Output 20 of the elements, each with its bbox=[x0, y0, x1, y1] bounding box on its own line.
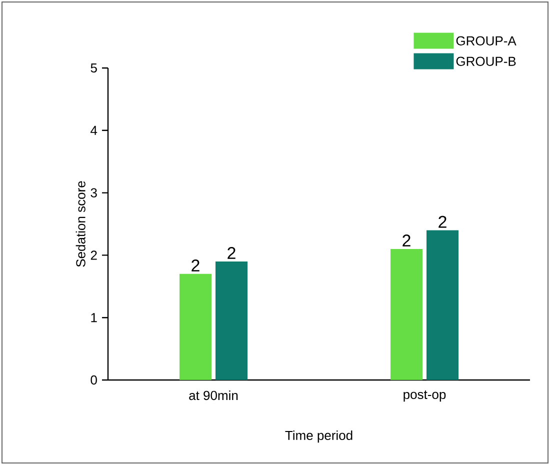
bar bbox=[426, 230, 459, 380]
legend-label: GROUP-B bbox=[456, 56, 516, 66]
bar bbox=[216, 261, 248, 380]
data-label: 2 bbox=[402, 234, 410, 246]
data-label: 2 bbox=[228, 247, 236, 259]
y-tick-label: 5 bbox=[90, 63, 97, 73]
y-tick-label: 0 bbox=[90, 375, 97, 385]
y-tick-label: 4 bbox=[90, 126, 98, 135]
data-label: 2 bbox=[192, 260, 200, 272]
data-label: 2 bbox=[438, 216, 446, 228]
y-tick-label: 3 bbox=[90, 188, 97, 198]
x-axis-title: Time period bbox=[285, 430, 352, 443]
x-tick-label: post-op bbox=[404, 390, 446, 402]
x-tick-label: at 90min bbox=[189, 390, 238, 400]
bar bbox=[180, 274, 212, 380]
y-axis-title: Sedation score bbox=[76, 181, 86, 267]
legend-label: GROUP-A bbox=[456, 36, 516, 46]
y-tick-label: 2 bbox=[90, 250, 97, 260]
bar bbox=[390, 248, 423, 380]
y-tick-label: 1 bbox=[91, 313, 97, 322]
